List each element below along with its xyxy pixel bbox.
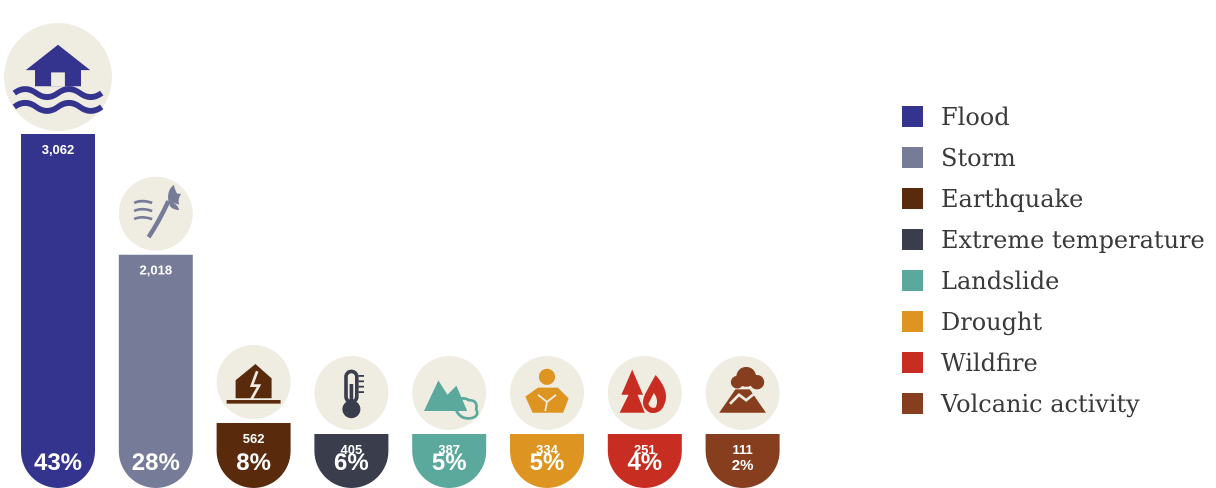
legend-item-landslide: Landslide (902, 260, 1205, 301)
thermometer-icon (342, 369, 364, 419)
chart-legend: Flood Storm Earthquake Extreme temperatu… (902, 96, 1205, 424)
legend-swatch (902, 229, 923, 250)
value-label: 251 (634, 442, 656, 457)
bar-group-storm: 2,018 28% (118, 176, 193, 488)
legend-item-storm: Storm (902, 137, 1205, 178)
bar-earthquake (216, 423, 291, 488)
icon-badge (607, 356, 682, 430)
legend-label: Storm (941, 143, 1016, 172)
volcano-icon (719, 366, 766, 413)
bar-storm (118, 254, 193, 488)
percentage-label: 6% (334, 449, 369, 476)
percentage-label: 43% (34, 449, 82, 476)
percentage-label: 5% (530, 449, 565, 476)
earthquake-house-icon (226, 364, 281, 404)
storm-tree-icon (133, 184, 181, 239)
legend-item-wildfire: Wildfire (902, 342, 1205, 383)
value-label: 334 (536, 442, 558, 457)
percentage-label: 4% (627, 449, 662, 476)
bar-flood (21, 134, 95, 488)
legend-label: Landslide (941, 266, 1060, 295)
legend-item-earthquake: Earthquake (902, 178, 1205, 219)
percentage-label: 5% (432, 449, 467, 476)
value-label: 387 (438, 442, 460, 457)
percentage-label: 28% (132, 449, 180, 476)
flood-house-icon (12, 44, 104, 114)
legend-label: Drought (941, 307, 1043, 336)
legend-label: Earthquake (941, 184, 1084, 213)
legend-swatch (902, 106, 923, 127)
bar-landslide (412, 434, 487, 488)
bar-drought (510, 434, 584, 488)
bar-group-flood: 3,062 43% (4, 23, 112, 488)
wildfire-icon (619, 369, 667, 414)
bar-volcanic-activity (705, 434, 780, 488)
percentage-label: 8% (236, 449, 271, 476)
bar-extreme-temperature (314, 434, 389, 488)
value-label: 405 (341, 442, 363, 457)
legend-label: Wildfire (941, 348, 1038, 377)
legend-swatch (902, 393, 923, 414)
legend-item-drought: Drought (902, 301, 1205, 342)
legend-swatch (902, 311, 923, 332)
legend-label: Volcanic activity (941, 389, 1140, 418)
percentage-label: 2% (732, 457, 754, 474)
value-label: 111 (732, 442, 752, 457)
legend-swatch (902, 270, 923, 291)
legend-item-volcanic-activity: Volcanic activity (902, 383, 1205, 424)
value-label: 2,018 (140, 263, 173, 278)
legend-item-flood: Flood (902, 96, 1205, 137)
value-label: 562 (243, 431, 265, 446)
legend-swatch (902, 352, 923, 373)
drought-sun-icon (525, 368, 569, 413)
bar-wildfire (607, 434, 682, 488)
value-label: 3,062 (42, 142, 75, 157)
legend-swatch (902, 188, 923, 209)
icon-badge (118, 176, 193, 251)
legend-swatch (902, 147, 923, 168)
legend-label: Extreme temperature (941, 225, 1205, 254)
legend-label: Flood (941, 102, 1010, 131)
legend-item-extreme-temperature: Extreme temperature (902, 219, 1205, 260)
landslide-icon (424, 380, 479, 420)
